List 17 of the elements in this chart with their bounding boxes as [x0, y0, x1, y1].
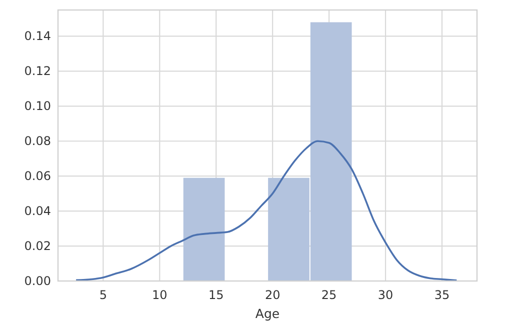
- x-tick-label: 25: [321, 288, 337, 302]
- y-tick-label: 0.08: [24, 134, 51, 148]
- y-tick-label: 0.12: [24, 64, 51, 78]
- x-tick-label: 30: [378, 288, 394, 302]
- line-series: [75, 140, 458, 282]
- x-tick-label: 5: [99, 288, 107, 302]
- y-tick-label: 0.02: [24, 239, 51, 254]
- x-axis-title: Age: [255, 306, 280, 321]
- x-tick-label: 20: [264, 288, 280, 302]
- y-tick-label: 0.14: [24, 29, 51, 44]
- x-tick-label: 35: [434, 288, 450, 302]
- y-tick-label: 0.10: [24, 99, 51, 114]
- y-tick-label: 0.04: [24, 204, 51, 218]
- x-tick-label: 10: [152, 288, 168, 302]
- x-tick-label: 15: [208, 288, 224, 302]
- y-tick-label: 0.00: [24, 274, 51, 288]
- y-tick-label: 0.06: [24, 169, 51, 184]
